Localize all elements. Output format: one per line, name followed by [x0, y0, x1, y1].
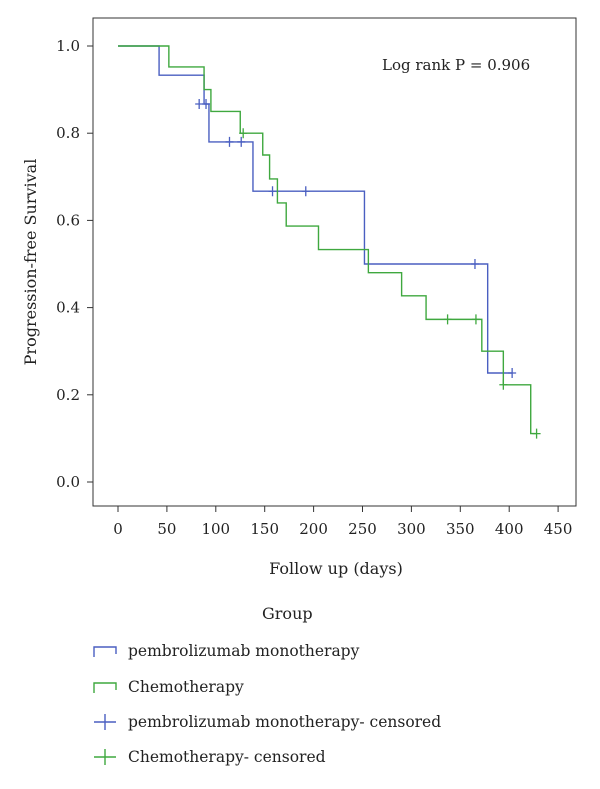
- censor-mark-0: [237, 136, 246, 147]
- x-tick-label: 300: [397, 520, 426, 538]
- y-tick-label: 0.6: [56, 211, 80, 229]
- censor-layer: [195, 98, 541, 439]
- y-tick-label: 0.0: [56, 473, 80, 491]
- legend-label: Chemotherapy: [128, 678, 244, 696]
- censor-mark-0: [225, 136, 234, 147]
- legend-step-icon: [93, 682, 117, 693]
- plot-panel: [92, 17, 577, 507]
- x-tick-label: 350: [446, 520, 475, 538]
- x-axis: 0 50 100 150 200 250 300 350 400 450: [113, 506, 572, 538]
- censor-mark-0: [195, 98, 204, 109]
- censor-mark-1: [443, 314, 452, 325]
- y-tick-label: 0.2: [56, 386, 80, 404]
- legend-cross-icon: [94, 714, 116, 730]
- legend-item-pembrolizumab-censored: pembrolizumab monotherapy- censored: [92, 709, 441, 735]
- x-tick-label: 0: [113, 520, 123, 538]
- series-line-1: [118, 45, 537, 435]
- x-tick-label: 50: [157, 520, 176, 538]
- y-axis: 0.0 0.2 0.4 0.6 0.8 1.0: [56, 37, 93, 491]
- x-tick-label: 100: [201, 520, 230, 538]
- series-layer: [118, 45, 537, 435]
- censor-mark-1: [499, 379, 508, 390]
- x-tick-label: 400: [495, 520, 524, 538]
- y-tick-label: 0.4: [56, 299, 80, 317]
- y-axis-label: Progression-free Survival: [21, 159, 40, 366]
- annotation-log-rank: Log rank P = 0.906: [382, 56, 530, 74]
- censor-mark-0: [470, 259, 479, 269]
- legend-step-icon: [93, 646, 117, 657]
- legend-cross-icon: [94, 749, 116, 765]
- censor-mark-0: [301, 186, 310, 197]
- censor-mark-0: [268, 186, 277, 197]
- censor-mark-0: [508, 368, 517, 378]
- x-tick-label: 250: [348, 520, 377, 538]
- y-tick-label: 0.8: [56, 124, 80, 142]
- x-axis-label: Follow up (days): [269, 559, 403, 578]
- legend-label: pembrolizumab monotherapy: [128, 642, 360, 660]
- legend-label: pembrolizumab monotherapy- censored: [128, 713, 442, 731]
- legend-label: Chemotherapy- censored: [128, 748, 326, 766]
- legend-item-pembrolizumab: pembrolizumab monotherapy: [92, 638, 359, 664]
- x-tick-label: 200: [299, 520, 328, 538]
- x-tick-label: 450: [544, 520, 573, 538]
- legend-title: Group: [262, 604, 313, 623]
- censor-mark-1: [239, 128, 248, 139]
- censor-mark-1: [471, 314, 480, 325]
- legend-item-chemotherapy: Chemotherapy: [92, 674, 244, 700]
- legend-item-chemotherapy-censored: Chemotherapy- censored: [92, 744, 326, 770]
- censor-mark-1: [532, 428, 541, 439]
- x-tick-label: 150: [250, 520, 279, 538]
- y-tick-label: 1.0: [56, 37, 80, 55]
- km-chart: 0.0 0.2 0.4 0.6 0.8 1.0 0 50 100 150 200 250 300 350…: [21, 17, 577, 578]
- censor-mark-0: [202, 98, 211, 109]
- series-line-0: [118, 45, 513, 374]
